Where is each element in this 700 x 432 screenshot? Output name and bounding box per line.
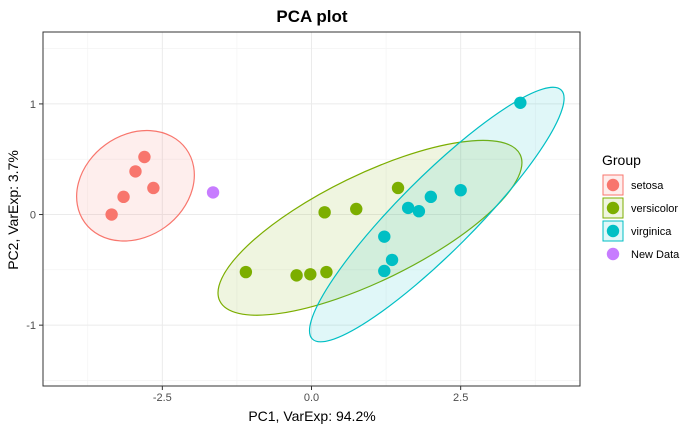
point-virginica-1 [454, 183, 467, 197]
legend-title: Group [602, 152, 641, 168]
point-virginica-2 [424, 190, 438, 204]
point-versicolor-5 [350, 202, 363, 216]
ellipse-virginica [308, 86, 565, 343]
point-virginica-5 [378, 230, 391, 243]
legend: Group setosa versicolor virginica New Data [602, 152, 680, 264]
legend-label: setosa [631, 180, 664, 192]
y-axis-title: PC2, VarExp: 3.7% [5, 150, 21, 270]
point-virginica-6 [385, 253, 399, 267]
y-axis-ticks: -1 0 1 [26, 99, 43, 332]
point-versicolor-2 [304, 268, 317, 281]
y-tick-label: 0 [30, 210, 36, 222]
x-axis-ticks: -2.5 0.0 2.5 [153, 386, 468, 404]
x-tick-label: 2.5 [453, 392, 468, 404]
y-tick-label: 1 [30, 99, 36, 111]
point-virginica-7 [378, 264, 391, 278]
point-setosa-1 [129, 165, 142, 178]
point-versicolor-6 [391, 181, 405, 195]
x-axis-title: PC1, VarExp: 94.2% [248, 408, 375, 424]
point-setosa-3 [147, 181, 160, 195]
ellipse-setosa [76, 129, 195, 242]
legend-label: versicolor [631, 203, 678, 215]
y-tick-label: -1 [26, 320, 36, 332]
x-tick-label: -2.5 [153, 392, 172, 404]
x-tick-label: 0.0 [304, 392, 319, 404]
point-virginica-0 [514, 96, 527, 110]
legend-label: New Data [631, 249, 680, 261]
chart-title: PCA plot [276, 7, 347, 26]
legend-key-point [606, 224, 620, 238]
point-versicolor-1 [290, 269, 303, 282]
legend-label: virginica [631, 226, 672, 238]
legend-key-point [606, 247, 620, 261]
legend-key-point [606, 201, 620, 215]
point-setosa-2 [117, 190, 130, 204]
point-virginica-3 [401, 201, 415, 215]
point-versicolor-4 [318, 206, 331, 219]
point-versicolor-0 [239, 265, 253, 279]
point-new-data-0 [206, 186, 220, 199]
point-virginica-4 [412, 205, 426, 218]
point-setosa-0 [138, 150, 151, 164]
point-versicolor-3 [320, 265, 333, 279]
data-points [105, 96, 527, 282]
legend-key-point [606, 178, 620, 192]
point-setosa-4 [105, 208, 118, 221]
